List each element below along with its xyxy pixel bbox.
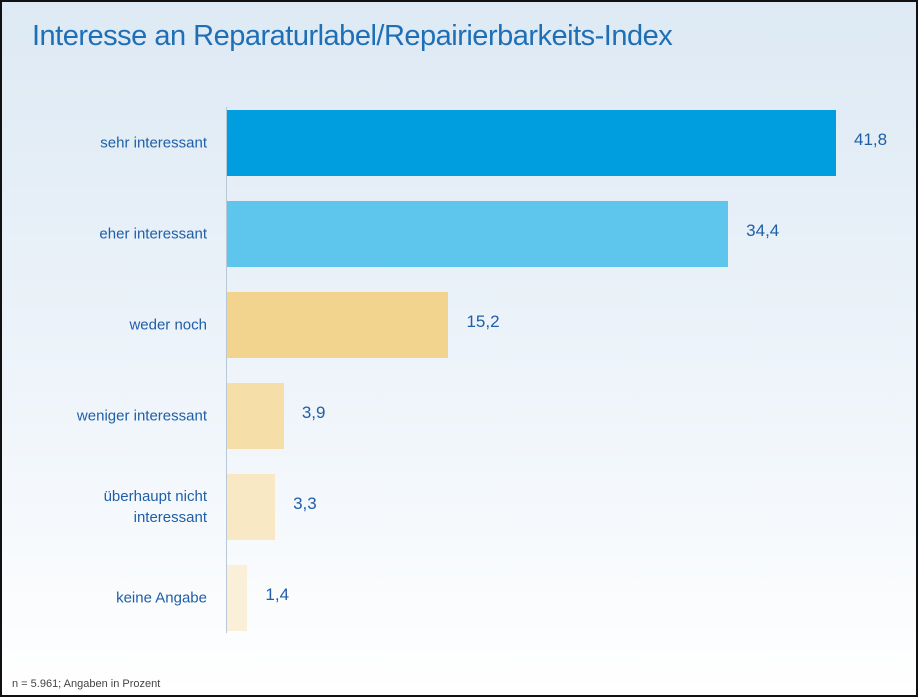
bar [227,292,449,358]
category-label: weder noch [129,316,207,334]
category-label: sehr interessant [100,134,207,152]
category-label: weniger interessant [76,407,207,425]
bar [227,201,729,267]
value-label: 1,4 [265,585,290,604]
value-label: 3,9 [301,403,326,422]
axis-line [226,107,227,633]
bar [227,110,836,176]
chart-title: Interesse an Reparaturlabel/Repairierbar… [32,20,673,52]
category-label: überhaupt nicht interessant [103,488,207,526]
bar [227,383,284,449]
category-label: keine Angabe [116,589,207,607]
bar [227,565,248,631]
footnote: n = 5.961; Angaben in Prozent [12,678,161,690]
bar [227,474,276,540]
value-label: 41,8 [854,130,888,149]
value-label: 15,2 [466,312,500,331]
value-label: 34,4 [746,221,780,240]
category-label: eher interessant [99,225,207,243]
value-label: 3,3 [293,494,317,513]
